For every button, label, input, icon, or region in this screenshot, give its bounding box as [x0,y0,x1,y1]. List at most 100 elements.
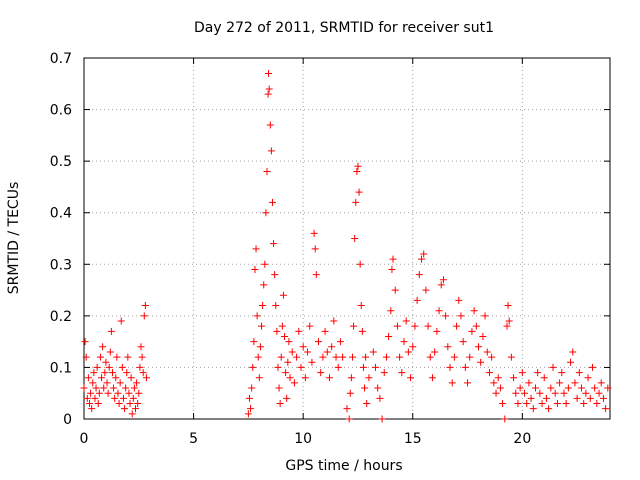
data-point [107,327,115,335]
data-point [477,358,485,366]
y-tick-label: 0 [63,412,72,428]
data-point [102,358,110,366]
data-point [140,312,148,320]
data-point [267,147,275,155]
data-point [254,353,262,361]
data-point [512,389,520,397]
data-point [363,400,371,408]
data-point [507,353,515,361]
data-point [504,302,512,310]
data-point [560,389,568,397]
data-point [110,384,118,392]
data-point [276,400,284,408]
data-point [339,353,347,361]
data-point [295,327,303,335]
data-point [299,343,307,351]
data-point [529,405,537,413]
x-tick-label: 5 [189,431,198,447]
data-point [122,384,130,392]
data-point [518,369,526,377]
data-point [402,317,410,325]
data-point [468,327,476,335]
data-point [459,338,467,346]
data-point [549,363,557,371]
data-point [301,374,309,382]
data-point [245,394,253,402]
data-point [277,353,285,361]
data-point [125,389,133,397]
data-point [284,358,292,366]
data-point [387,307,395,315]
data-point [321,327,329,335]
data-point [304,348,312,356]
data-point [265,69,273,77]
data-point [275,384,283,392]
data-point [130,384,138,392]
data-point [584,374,592,382]
data-point [411,322,419,330]
data-point [481,312,489,320]
data-point [483,348,491,356]
data-point [128,410,136,418]
data-point [525,379,533,387]
data-point [274,363,282,371]
data-point [310,229,318,237]
data-point [346,389,354,397]
data-point [593,400,601,408]
data-point [319,353,327,361]
data-point [353,167,361,175]
data-point [422,286,430,294]
data-point [409,343,417,351]
data-point [108,369,116,377]
data-point [126,400,134,408]
data-point [121,405,129,413]
data-point [492,389,500,397]
data-point [250,338,258,346]
data-point [101,369,109,377]
data-point [288,348,296,356]
data-point [374,384,382,392]
data-point [95,389,103,397]
data-point [88,405,96,413]
data-point [252,245,260,253]
data-point [308,358,316,366]
data-point [268,198,276,206]
data-point [265,85,273,93]
data-point [534,369,542,377]
data-point [490,379,498,387]
data-point [358,327,366,335]
data-point [244,410,252,418]
data-point [448,379,456,387]
data-point [293,353,301,361]
data-point [378,415,386,423]
data-point [567,358,575,366]
data-point [547,384,555,392]
data-point [251,265,259,273]
data-point [540,374,548,382]
y-tick-label: 0.7 [50,51,72,67]
y-tick-label: 0.1 [50,360,72,376]
data-point [420,250,428,258]
data-point [352,198,360,206]
data-point [330,317,338,325]
data-point [132,405,140,413]
data-point [475,343,482,351]
data-point [580,400,588,408]
data-point [393,322,401,330]
data-point [479,332,487,340]
data-point [369,348,377,356]
data-point [135,389,143,397]
data-point [138,353,146,361]
data-point [103,379,111,387]
data-point [139,369,147,377]
data-point [542,394,550,402]
data-point [591,384,599,392]
data-point [133,379,141,387]
data-point [531,384,539,392]
data-point [124,353,132,361]
data-point [564,384,572,392]
x-axis-label: GPS time / hours [285,458,402,474]
data-point [283,394,291,402]
data-point [488,353,496,361]
plot-frame [83,57,611,420]
